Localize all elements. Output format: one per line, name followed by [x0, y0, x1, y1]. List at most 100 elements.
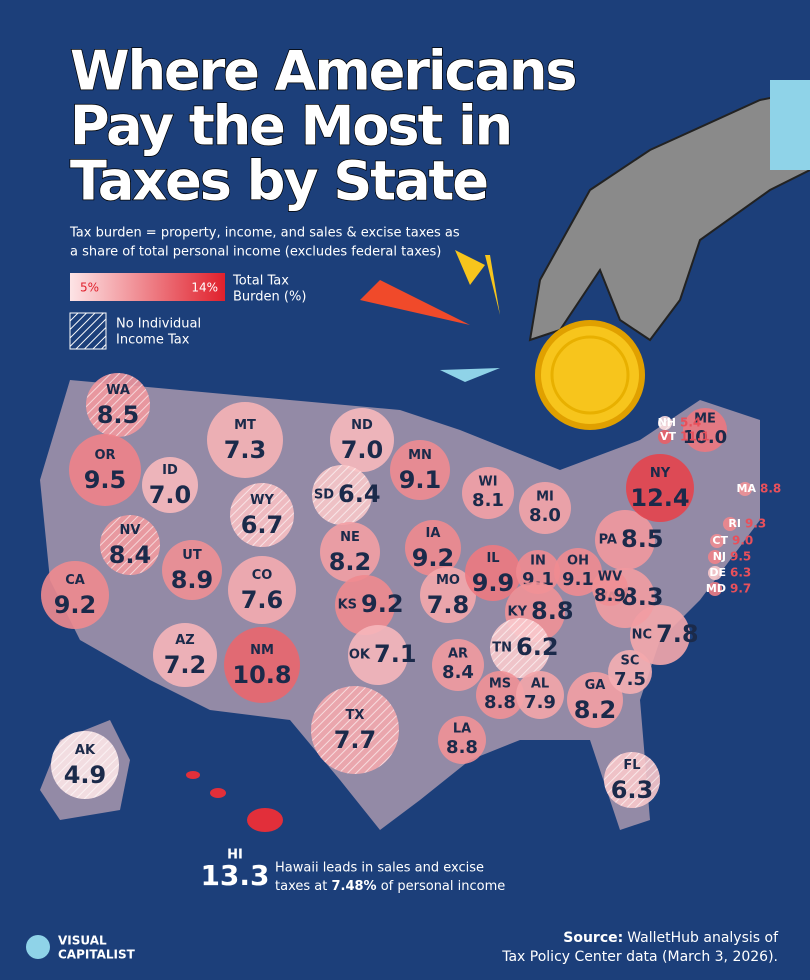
state-value: 8.9: [171, 566, 214, 594]
subtitle-line: Tax burden = property, income, and sales…: [69, 226, 460, 241]
state-value: 11.1: [680, 430, 710, 444]
state-shape: [247, 808, 283, 832]
state-value: 7.0: [341, 436, 384, 464]
state-value: 7.6: [241, 586, 284, 614]
state-shape: [554, 548, 602, 596]
state-hatch: [51, 731, 119, 799]
annotation-line: taxes at 7.48% of personal income: [275, 879, 505, 894]
state-abbr: SD: [314, 488, 334, 503]
state-abbr: LA: [453, 722, 471, 737]
state-abbr: CO: [252, 568, 273, 583]
state-shape: [683, 408, 727, 452]
state-value: 8.9: [594, 585, 626, 606]
state-abbr: GA: [585, 678, 606, 693]
state-abbr: MN: [408, 448, 432, 463]
state-abbr: ND: [351, 418, 373, 433]
state-value: 7.8: [656, 620, 699, 648]
state-abbr: VT: [660, 430, 677, 443]
state-value: 9.1: [562, 569, 594, 590]
state-value: 6.2: [516, 633, 559, 661]
state-abbr: AZ: [175, 633, 195, 648]
state-shape: [626, 454, 694, 522]
state-value: 6.3: [730, 566, 751, 580]
state-abbr: MO: [436, 573, 460, 588]
state-abbr: KS: [338, 598, 357, 613]
state-abbr: WI: [478, 475, 497, 490]
state-shape: [708, 550, 722, 564]
state-shape: [592, 570, 628, 606]
state-hatch: [86, 373, 150, 437]
state-abbr: CA: [65, 573, 85, 588]
state-shape: [516, 550, 560, 594]
state-value: 8.5: [97, 401, 140, 429]
state-value: 8.4: [109, 541, 152, 569]
state-value: 9.5: [84, 466, 127, 494]
state-abbr: MT: [234, 418, 256, 433]
state-abbr: NV: [120, 523, 141, 538]
state-shape: [432, 639, 484, 691]
state-value: 13.3: [200, 859, 269, 892]
state-value: 5.4: [680, 416, 701, 430]
annotation-highlight: 7.48%: [331, 879, 376, 894]
decor-triangle: [360, 280, 470, 325]
title-line: Where Americans: [70, 40, 576, 103]
source-text: WalletHub analysis of: [627, 930, 779, 946]
annotation-line: Hawaii leads in sales and excise: [275, 861, 484, 876]
state-hatch: [658, 416, 672, 430]
state-shape: [595, 510, 655, 570]
state-value: 8.8: [446, 737, 478, 758]
state-abbr: MA: [737, 482, 757, 495]
state-shape: [228, 556, 296, 624]
legend-title-line: Total Tax: [232, 274, 289, 289]
source-line: Tax Policy Center data (March 3, 2026).: [501, 949, 778, 965]
decor-triangle: [440, 368, 500, 382]
state-shape: [224, 627, 300, 703]
state-abbr: NY: [650, 466, 671, 481]
state-hatch: [490, 618, 550, 678]
state-value: 9.0: [732, 534, 753, 548]
decor-triangle: [485, 255, 500, 315]
state-abbr: HI: [227, 848, 243, 863]
legend-max-label: 14%: [191, 281, 218, 295]
state-shape-island: [210, 788, 226, 798]
legend-hatch-line: No Individual: [116, 317, 201, 332]
state-abbr: SC: [621, 654, 640, 669]
state-abbr: TN: [492, 641, 512, 656]
state-abbr: NC: [632, 628, 652, 643]
legend-hatch-line: Income Tax: [116, 333, 190, 348]
state-value: 9.3: [745, 517, 766, 531]
state-hatch: [312, 465, 372, 525]
state-abbr: NE: [340, 530, 360, 545]
state-abbr: KY: [508, 605, 528, 620]
state-shape: [69, 434, 141, 506]
state-abbr: MI: [536, 490, 554, 505]
state-shape: [708, 566, 722, 580]
state-abbr: WV: [598, 570, 622, 585]
state-shape: [153, 623, 217, 687]
state-shape: [420, 567, 476, 623]
state-shape: [405, 520, 461, 576]
states-layer: WA 8.5 OR 9.5 CA 9.2 NV 8.4 ID 7.0 MT 7.3 WY 6.7 UT 8.9…: [41, 373, 781, 892]
state-value: 7.2: [164, 651, 207, 679]
state-shape: [708, 582, 722, 596]
logo-text: CAPITALIST: [58, 948, 136, 962]
state-abbr: RI: [728, 517, 741, 530]
logo-text: VISUAL: [58, 934, 107, 948]
state-value: 7.3: [224, 436, 267, 464]
legend-gradient: [70, 273, 225, 301]
state-value: 6.7: [241, 511, 284, 539]
state-value: 8.5: [621, 525, 664, 553]
state-value: 7.8: [427, 591, 470, 619]
state-shape: [320, 522, 380, 582]
state-value: 8.8: [760, 482, 781, 496]
state-shape: [142, 457, 198, 513]
state-abbr: ID: [162, 463, 178, 478]
state-value: 8.2: [574, 696, 617, 724]
state-value: 7.0: [149, 481, 192, 509]
coin: [535, 320, 645, 430]
state-shape: [476, 671, 524, 719]
state-value: 10.8: [232, 661, 291, 689]
state-shape: [519, 482, 571, 534]
coin-rim: [550, 335, 630, 415]
state-abbr: AR: [448, 647, 468, 662]
